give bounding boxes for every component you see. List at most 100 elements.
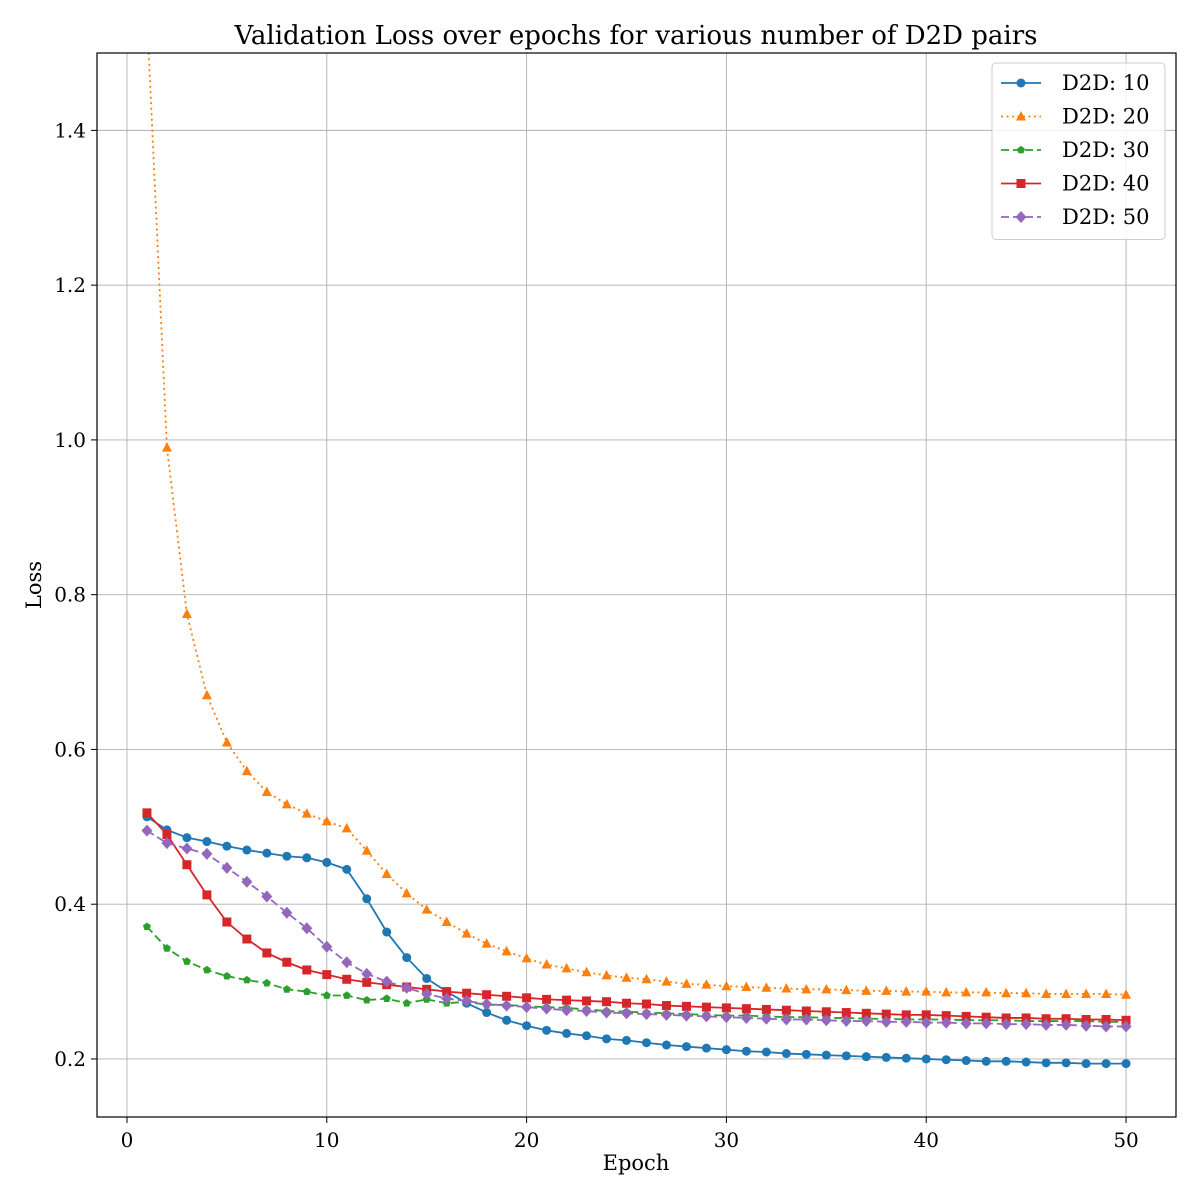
data-point bbox=[262, 948, 272, 958]
data-point bbox=[760, 1012, 772, 1025]
data-point bbox=[481, 998, 493, 1011]
data-point bbox=[502, 991, 512, 1001]
data-point bbox=[301, 808, 312, 818]
data-point bbox=[282, 985, 291, 993]
data-point bbox=[941, 986, 952, 997]
data-point bbox=[1081, 1014, 1091, 1024]
data-point bbox=[841, 984, 852, 995]
data-point bbox=[321, 815, 332, 826]
data-point bbox=[362, 894, 372, 904]
data-point bbox=[302, 965, 312, 975]
data-point bbox=[661, 1001, 671, 1011]
x-tick-label: 40 bbox=[914, 1128, 939, 1152]
data-point bbox=[182, 957, 191, 965]
data-point bbox=[981, 1012, 991, 1022]
data-point bbox=[921, 1054, 931, 1064]
data-point bbox=[342, 864, 352, 874]
legend-item: D2D: 10 bbox=[1001, 71, 1150, 95]
data-point bbox=[841, 1051, 851, 1061]
legend-label: D2D: 50 bbox=[1062, 205, 1150, 229]
data-point bbox=[821, 983, 832, 994]
data-point bbox=[141, 824, 153, 837]
data-point bbox=[1041, 1058, 1051, 1068]
data-point bbox=[1000, 1018, 1012, 1031]
data-point bbox=[1061, 988, 1072, 998]
y-tick-label: 0.8 bbox=[54, 583, 86, 607]
axis-ticks: 0 10 20 30 40 50 0.2 0.4 0.6 0.8 1.0 1.2 1.4 bbox=[54, 118, 1139, 1152]
series-5 bbox=[141, 824, 1132, 1033]
data-point bbox=[821, 1050, 831, 1060]
data-point bbox=[1101, 1059, 1111, 1069]
data-point bbox=[800, 1013, 812, 1026]
data-point bbox=[221, 861, 233, 874]
data-point bbox=[961, 1056, 971, 1066]
legend-marker bbox=[1016, 111, 1026, 121]
data-point bbox=[401, 981, 413, 994]
data-point bbox=[461, 994, 473, 1007]
data-point bbox=[241, 875, 253, 888]
data-point bbox=[1080, 1019, 1092, 1032]
data-point bbox=[242, 934, 252, 944]
data-point bbox=[621, 1007, 633, 1020]
data-point bbox=[182, 833, 192, 843]
data-point bbox=[322, 991, 331, 999]
data-point bbox=[401, 887, 412, 898]
data-point bbox=[680, 1009, 692, 1022]
data-point bbox=[741, 1004, 751, 1014]
data-point bbox=[341, 822, 352, 833]
chart-title: Validation Loss over epochs for various … bbox=[233, 21, 1037, 51]
data-point bbox=[281, 906, 293, 919]
data-point bbox=[541, 1002, 553, 1015]
x-tick-label: 30 bbox=[714, 1128, 739, 1152]
data-point bbox=[641, 973, 652, 984]
data-point bbox=[441, 992, 453, 1005]
axes-frame bbox=[96, 52, 1177, 1118]
y-tick-label: 0.2 bbox=[54, 1047, 86, 1071]
data-point bbox=[701, 1002, 711, 1012]
data-point bbox=[302, 853, 312, 863]
data-point bbox=[382, 994, 391, 1002]
y-tick-label: 0.6 bbox=[54, 737, 86, 761]
data-point bbox=[1001, 1013, 1011, 1023]
data-point bbox=[801, 983, 812, 994]
data-point bbox=[201, 689, 212, 700]
data-point bbox=[162, 830, 172, 840]
data-point bbox=[1021, 987, 1032, 998]
data-point bbox=[701, 1043, 711, 1053]
data-point bbox=[481, 938, 492, 948]
data-point bbox=[1121, 1015, 1131, 1025]
data-point bbox=[482, 1008, 492, 1018]
data-point bbox=[761, 1004, 771, 1014]
y-tick-label: 1.0 bbox=[54, 428, 86, 452]
data-point bbox=[921, 986, 932, 996]
data-point bbox=[1021, 1013, 1031, 1023]
data-point bbox=[941, 1011, 951, 1021]
data-point bbox=[202, 965, 211, 974]
data-point bbox=[322, 857, 332, 867]
data-point bbox=[562, 995, 572, 1005]
data-point bbox=[201, 847, 213, 860]
data-point bbox=[562, 1028, 572, 1038]
data-point bbox=[901, 986, 912, 996]
data-point bbox=[442, 987, 452, 997]
data-point bbox=[502, 1015, 512, 1025]
data-point bbox=[921, 1010, 931, 1020]
data-point bbox=[960, 1017, 972, 1030]
data-point bbox=[361, 967, 373, 980]
data-point bbox=[781, 1005, 791, 1015]
data-point bbox=[202, 890, 212, 900]
data-point bbox=[362, 995, 371, 1004]
data-point bbox=[1041, 988, 1052, 998]
data-point bbox=[602, 997, 612, 1007]
data-point bbox=[342, 974, 352, 984]
legend-marker bbox=[1016, 179, 1026, 188]
data-point bbox=[262, 848, 272, 858]
data-point bbox=[1040, 1018, 1052, 1031]
data-point bbox=[422, 973, 432, 983]
data-point bbox=[341, 956, 353, 969]
data-point bbox=[840, 1015, 852, 1028]
data-point bbox=[582, 996, 592, 1006]
data-point bbox=[701, 979, 712, 989]
data-point bbox=[801, 1006, 811, 1016]
